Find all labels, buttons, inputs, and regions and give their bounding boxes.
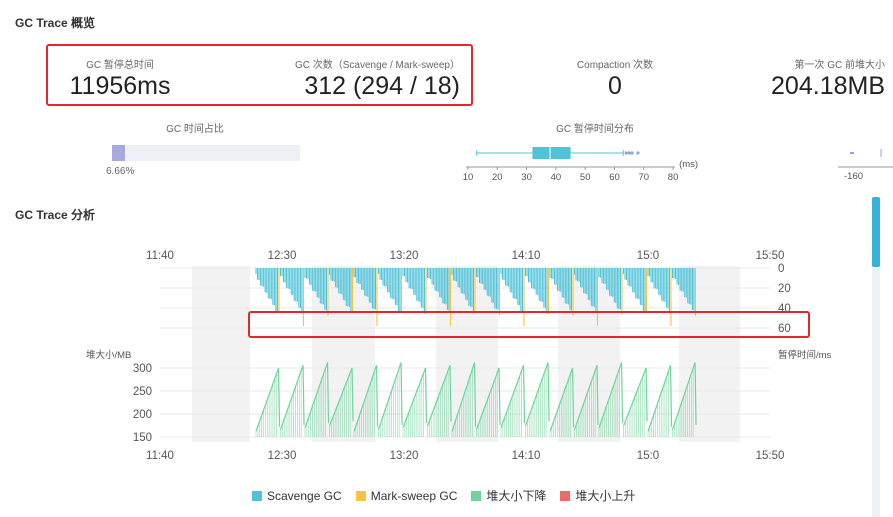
chart-band <box>192 358 250 442</box>
gc-time-ratio-fill <box>112 145 125 161</box>
highlight-box-pause-peaks <box>248 311 810 338</box>
time-tick-top: 15:50 <box>756 250 785 262</box>
gc-time-ratio-label: GC 时间占比 <box>166 124 224 135</box>
boxplot-outlier <box>627 151 631 155</box>
chart-legend: Scavenge GC Mark-sweep GC 堆大小下降 堆大小上升 <box>252 487 649 504</box>
time-tick-bottom: 12:30 <box>268 450 297 462</box>
boxplot-tick-label: 20 <box>492 172 503 183</box>
time-tick-bottom: 11:40 <box>146 450 174 462</box>
time-tick-bottom: 13:20 <box>390 450 419 462</box>
heap-axis-tick: 200 <box>133 409 152 421</box>
heap-sawtooth <box>549 367 575 432</box>
overview-title: GC Trace 概览 <box>15 16 96 30</box>
legend-swatch-scavenge <box>252 490 262 501</box>
boxplot-tick-label: 30 <box>521 172 532 183</box>
pause-distribution-label: GC 暂停时间分布 <box>556 124 634 135</box>
heap-axis-label: 堆大小/MB <box>86 349 131 361</box>
legend-item-scavenge[interactable]: Scavenge GC <box>252 487 342 504</box>
time-tick-top: 15:0 <box>637 250 659 262</box>
boxplot-tick-label: 10 <box>463 172 474 183</box>
boxplot-tick-label: 60 <box>609 172 620 183</box>
legend-label-scavenge: Scavenge GC <box>267 488 342 503</box>
gc-time-ratio-track <box>112 145 300 161</box>
time-tick-bottom: 15:50 <box>756 450 785 462</box>
chart-band <box>192 266 250 361</box>
scrollbar-thumb[interactable] <box>872 197 880 267</box>
analysis-title: GC Trace 分析 <box>15 208 96 222</box>
partial-distribution-chart: -160 <box>838 149 893 182</box>
scrollbar-track[interactable] <box>872 197 880 517</box>
boxplot-tick-label: 40 <box>551 172 562 183</box>
stat-value-first-heap: 204.18MB <box>771 72 885 100</box>
legend-item-heap-decrease[interactable]: 堆大小下降 <box>471 487 546 504</box>
boxplot-tick-label: 50 <box>580 172 591 183</box>
stat-value-compaction: 0 <box>608 72 622 100</box>
legend-swatch-heap-increase <box>560 490 571 501</box>
time-tick-bottom: 15:0 <box>637 450 659 462</box>
legend-label-heap-decrease: 堆大小下降 <box>486 489 547 503</box>
heap-sawtooth <box>500 365 526 429</box>
legend-item-mark-sweep[interactable]: Mark-sweep GC <box>355 487 458 504</box>
highlight-box-gc-stats <box>46 44 473 106</box>
heap-sawtooth <box>255 367 281 432</box>
time-tick-top: 12:30 <box>268 250 297 262</box>
heap-axis-tick: 250 <box>133 386 152 398</box>
stat-label-compaction: Compaction 次数 <box>576 60 654 71</box>
legend-swatch-mark-sweep <box>355 490 366 501</box>
time-tick-top: 11:40 <box>146 250 174 262</box>
boxplot-outlier <box>630 151 634 155</box>
partial-distribution-tick: -160 <box>844 171 863 182</box>
pause-distribution-boxplot: 10 20 30 40 50 60 70 80(ms) <box>463 147 698 183</box>
stat-label-first-heap: 第一次 GC 前堆大小 <box>794 60 885 71</box>
heap-axis-tick: 150 <box>133 432 152 444</box>
boxplot-tick-label: 80 <box>668 172 679 183</box>
pause-axis-label: 暂停时间/ms <box>778 349 832 361</box>
boxplot-outlier <box>624 151 628 155</box>
pause-axis-tick: 20 <box>778 283 791 295</box>
chart-band <box>679 358 740 442</box>
chart-band <box>558 358 620 442</box>
heap-sawtooth <box>475 367 501 430</box>
time-tick-top: 13:20 <box>390 250 419 262</box>
stat-value-pause-total: 11956ms <box>69 72 171 100</box>
stat-label-gc-count: GC 次数（Scavenge / Mark-sweep） <box>294 60 460 71</box>
legend-swatch-heap-decrease <box>471 490 482 501</box>
legend-label-mark-sweep: Mark-sweep GC <box>370 488 458 503</box>
stat-label-pause-total: GC 暂停总时间 <box>86 60 154 71</box>
boxplot-tick-label: 70 <box>639 172 650 183</box>
heap-axis-tick: 300 <box>133 363 152 375</box>
time-tick-bottom: 14:10 <box>512 450 541 462</box>
pause-axis-tick: 60 <box>778 323 791 335</box>
legend-label-heap-increase: 堆大小上升 <box>575 489 636 503</box>
boxplot-box <box>532 147 571 159</box>
pause-axis-tick: 0 <box>778 263 784 275</box>
gc-trace-chart: 11:40 11:40 12:30 12:30 13:20 13:20 14:10 14:10… <box>86 250 832 462</box>
boxplot-outlier <box>636 151 640 155</box>
legend-item-heap-increase[interactable]: 堆大小上升 <box>560 487 635 504</box>
time-tick-top: 14:10 <box>512 250 541 262</box>
boxplot-unit: (ms) <box>679 159 698 170</box>
stat-value-gc-count: 312 (294 / 18) <box>304 72 460 100</box>
gc-time-ratio-percent: 6.66% <box>106 166 135 177</box>
